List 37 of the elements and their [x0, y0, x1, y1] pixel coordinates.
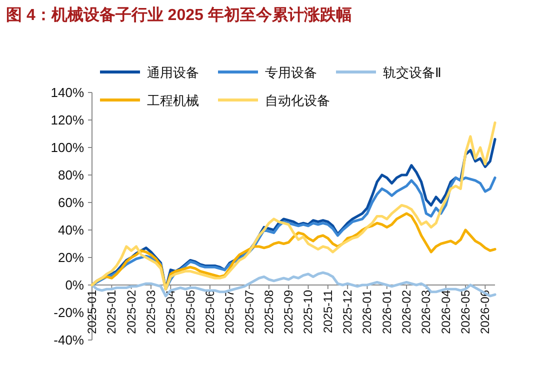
legend-label: 工程机械	[147, 93, 199, 108]
x-tick-label: 2025-07	[242, 290, 256, 334]
x-tick-label: 2026-05	[458, 290, 473, 334]
x-tick-label: 2026-02	[400, 290, 414, 334]
legend-label: 自动化设备	[265, 93, 330, 108]
y-tick-label: 40%	[58, 222, 84, 238]
y-tick-label: 100%	[50, 140, 84, 155]
x-tick-label: 2026-01	[380, 290, 394, 334]
y-tick-label: 80%	[58, 168, 84, 182]
x-tick-label: 2025-01	[85, 290, 99, 334]
x-tick-label: 2025-08	[262, 290, 276, 334]
x-tick-label: 2025-12	[340, 290, 355, 334]
x-tick-label: 2026-06	[478, 290, 492, 334]
legend-label: 通用设备	[147, 65, 199, 80]
x-tick-label: 2026-01	[360, 290, 374, 334]
x-tick-label: 2026-03	[419, 290, 434, 334]
legend-label: 专用设备	[265, 65, 317, 80]
y-tick-label: 60%	[58, 195, 84, 210]
y-tick-label: 20%	[58, 250, 84, 265]
x-tick-label: 2025-11	[320, 290, 335, 334]
x-tick-label: 2025-04	[164, 290, 178, 334]
x-tick-label: 2025-06	[202, 290, 217, 334]
y-tick-label: -40%	[54, 332, 84, 348]
x-tick-label: 2025-09	[282, 290, 296, 334]
x-tick-label: 2025-07	[222, 290, 237, 334]
chart-title: 图 4：机械设备子行业 2025 年初至今累计涨跌幅	[6, 6, 352, 24]
x-tick-label: 2025-10	[301, 290, 316, 334]
legend-label: 轨交设备Ⅱ	[383, 65, 441, 80]
x-tick-label: 2025-02	[124, 290, 138, 334]
x-tick-label: 2025-05	[183, 290, 198, 334]
x-tick-label: 2025-03	[144, 290, 158, 334]
y-tick-label: 0%	[65, 278, 84, 292]
x-tick-label: 2026-04	[438, 290, 453, 334]
y-tick-label: 140%	[50, 85, 84, 100]
y-tick-label: -20%	[54, 305, 84, 320]
x-tick-label: 2025-01	[104, 290, 119, 334]
y-tick-label: 120%	[50, 112, 84, 128]
